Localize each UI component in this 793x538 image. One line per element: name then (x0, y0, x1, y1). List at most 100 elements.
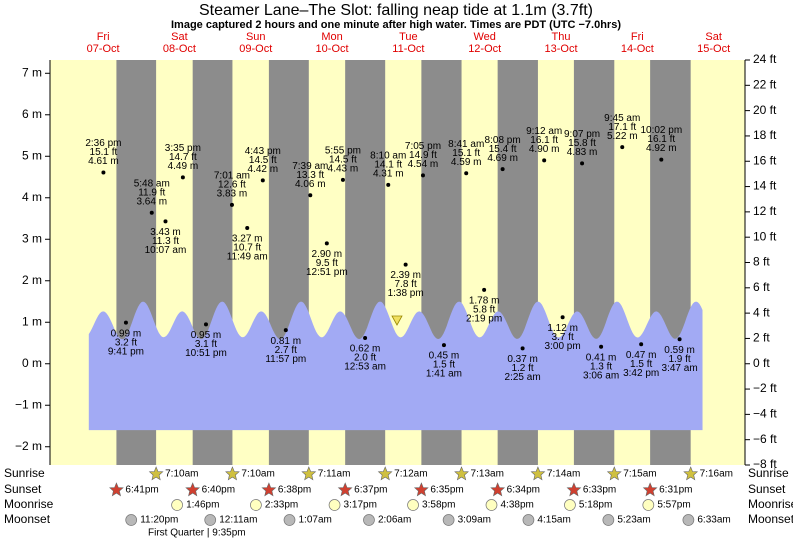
tide-label: 2:25 am (505, 372, 541, 383)
tide-label: 3.27 m (232, 234, 263, 245)
sunset-icon (337, 482, 353, 497)
day-date: 09-Oct (239, 43, 272, 55)
tide-label: 4:43 pm (245, 146, 281, 157)
y-tick-label: 0 m (22, 356, 42, 370)
tide-label: 0.59 m (664, 345, 695, 356)
tide-label: 3.1 ft (195, 339, 217, 350)
tide-label: 14.9 ft (409, 150, 437, 161)
tide-point (560, 315, 565, 320)
y2-tick-label: −2 ft (753, 381, 777, 395)
sunrise-time: 7:11am (318, 469, 351, 480)
day-name: Tue (399, 31, 418, 43)
tide-point (482, 287, 487, 292)
sunset-icon (490, 482, 506, 497)
tide-label: 4.43 m (328, 164, 359, 175)
y-tick-label: 7 m (22, 65, 42, 79)
tide-label: 0.95 m (191, 330, 222, 341)
tide-point (542, 158, 547, 163)
sunrise-icon (454, 466, 469, 481)
day-date: 10-Oct (316, 43, 349, 55)
tide-label: 9:07 pm (564, 129, 600, 140)
day-date: 14-Oct (621, 43, 654, 55)
tide-point (283, 328, 288, 333)
y2-tick-label: 6 ft (753, 280, 770, 294)
tide-label: 9.5 ft (316, 258, 338, 269)
y2-tick-label: 20 ft (753, 103, 777, 117)
tide-label: 1:38 pm (388, 288, 424, 299)
row-label: Sunrise (748, 466, 789, 480)
y-tick-label: 6 m (22, 107, 42, 121)
tide-label: 2.90 m (312, 249, 343, 260)
sunset-time: 6:34pm (507, 485, 540, 496)
tide-label: 1.2 ft (511, 363, 533, 374)
tide-label: 11.9 ft (138, 187, 165, 198)
sunset-time: 6:35pm (430, 485, 463, 496)
moonrise-icon (485, 499, 498, 511)
sunset-time: 6:38pm (278, 485, 311, 496)
moonset-icon (363, 514, 375, 526)
tide-point (441, 343, 446, 348)
y2-tick-label: 8 ft (753, 255, 770, 269)
day-name: Mon (321, 31, 342, 43)
row-label: Moonset (748, 512, 793, 526)
y-tick-label: −2 m (15, 439, 42, 453)
sunrise-time: 7:10am (241, 469, 274, 480)
tide-label: 4.69 m (487, 153, 518, 164)
y2-tick-label: 4 ft (753, 305, 770, 319)
tide-point (580, 161, 585, 166)
tide-label: 4.06 m (295, 179, 326, 190)
tide-point (520, 346, 525, 351)
sunrise-icon (530, 466, 546, 481)
moonset-time: 1:07am (299, 515, 332, 526)
tide-point (260, 178, 265, 183)
moonrise-icon (642, 499, 655, 511)
tide-label: 0.41 m (586, 352, 617, 363)
moonset-icon (125, 514, 138, 526)
y2-tick-label: 16 ft (753, 153, 777, 167)
moonset-time: 11:20pm (140, 515, 178, 526)
sunrise-time: 7:13am (471, 469, 504, 480)
tide-label: 0.45 m (429, 351, 460, 362)
row-label: Moonrise (4, 497, 54, 511)
day-date: 11-Oct (392, 43, 424, 55)
tide-label: 3.83 m (217, 188, 248, 199)
tide-point (386, 182, 391, 187)
tide-label: 3:42 pm (623, 368, 659, 379)
tide-point (229, 202, 234, 207)
tide-label: 7:39 am (292, 161, 328, 172)
tide-label: 8:08 pm (485, 135, 521, 146)
moonset-icon (682, 514, 695, 526)
tide-label: 10.7 ft (233, 243, 261, 254)
tide-label: 13.3 ft (296, 170, 324, 181)
water-area (88, 301, 703, 431)
moonset-time: 5:23am (617, 515, 650, 526)
row-label: Sunset (4, 482, 42, 496)
tide-label: 4.31 m (373, 169, 404, 180)
moonrise-time: 3:17pm (344, 500, 377, 511)
tide-point (149, 210, 154, 215)
tide-point (245, 226, 250, 231)
moonset-time: 12:11am (219, 515, 257, 526)
tide-label: 7:05 pm (405, 141, 441, 152)
day-name: Fri (97, 31, 110, 43)
y2-tick-label: −4 ft (753, 407, 777, 421)
tide-label: 9:45 am (604, 113, 640, 124)
y-tick-label: 4 m (22, 190, 42, 204)
moonrise-icon (407, 499, 419, 511)
moonrise-time: 3:58pm (422, 500, 455, 511)
y-tick-label: −1 m (15, 397, 42, 411)
tide-label: 4.61 m (88, 156, 119, 167)
day-date: 15-Oct (697, 43, 730, 55)
moon-phase: First Quarter | 9:35pm (148, 528, 246, 538)
tide-label: 8:10 am (370, 151, 406, 162)
tide-label: 7.8 ft (395, 279, 417, 290)
tide-label: 12:53 am (344, 362, 386, 373)
y2-tick-label: 2 ft (753, 331, 770, 345)
tide-label: 8:41 am (448, 139, 484, 150)
sunrise-time: 7:12am (394, 469, 427, 480)
moonrise-time: 1:46pm (186, 500, 219, 511)
y2-tick-label: 0 ft (753, 356, 770, 370)
tide-point (464, 171, 469, 176)
tide-label: 4.42 m (248, 164, 279, 175)
y-tick-label: 3 m (22, 231, 42, 245)
